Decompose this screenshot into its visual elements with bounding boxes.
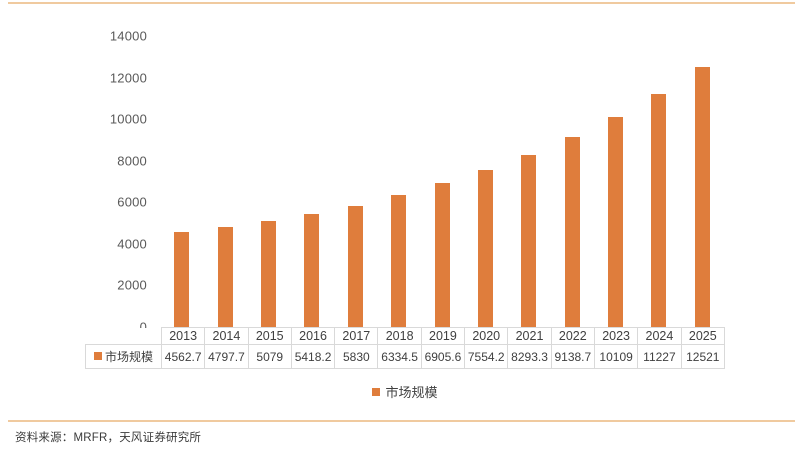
y-tick-label: 12000 bbox=[109, 70, 147, 86]
value-cell: 5830 bbox=[334, 344, 379, 369]
table-row-years: 2013 2014 2015 2016 2017 2018 2019 2020 2021 2022… bbox=[85, 327, 726, 345]
top-divider-rule bbox=[8, 2, 795, 4]
bar-2017 bbox=[347, 205, 363, 327]
series-label-cell: 市场规模 bbox=[85, 344, 162, 369]
plot-area bbox=[160, 36, 724, 327]
bar-2013 bbox=[174, 232, 190, 327]
data-table: 2013 2014 2015 2016 2017 2018 2019 2020 2021 2022… bbox=[85, 327, 726, 369]
y-axis: 0 2000 4000 6000 8000 10000 12000 14000 bbox=[90, 29, 147, 335]
year-header-cell: 2013 bbox=[160, 327, 206, 345]
legend-swatch-icon bbox=[372, 387, 381, 396]
value-cell: 6905.6 bbox=[420, 344, 466, 369]
data-table-body: 2013 2014 2015 2016 2017 2018 2019 2020 2021 2022… bbox=[85, 327, 726, 369]
value-cell: 7554.2 bbox=[464, 344, 509, 369]
value-cell: 12521 bbox=[680, 344, 726, 369]
y-tick-label: 2000 bbox=[117, 277, 147, 293]
year-header-cell: 2024 bbox=[637, 327, 682, 345]
bar-2024 bbox=[651, 93, 667, 327]
year-header-cell: 2014 bbox=[204, 327, 249, 345]
source-note: 资料来源：MRFR，天风证券研究所 bbox=[15, 432, 202, 444]
y-tick-label: 0 bbox=[90, 320, 147, 335]
bar-2016 bbox=[304, 214, 320, 327]
bar-2015 bbox=[260, 221, 276, 327]
year-header-cell: 2018 bbox=[377, 327, 422, 345]
value-cell: 5079 bbox=[247, 344, 292, 369]
year-header-cell: 2023 bbox=[593, 327, 639, 345]
y-tick-label: 10000 bbox=[109, 111, 147, 127]
value-cell: 4562.7 bbox=[160, 344, 206, 369]
bottom-divider-rule bbox=[8, 420, 795, 422]
year-header-cell: 2017 bbox=[334, 327, 379, 345]
y-tick-label: 14000 bbox=[109, 28, 147, 44]
bar-2025 bbox=[694, 66, 710, 327]
table-row-values: 市场规模 4562.7 4797.7 5079 5418.2 5830 6334.5 6905… bbox=[85, 344, 726, 369]
bar-2021 bbox=[521, 154, 537, 327]
legend-label: 市场规模 bbox=[385, 385, 438, 400]
value-cell: 6334.5 bbox=[377, 344, 422, 369]
bar-2019 bbox=[434, 183, 450, 327]
value-cell: 11227 bbox=[637, 344, 682, 369]
y-tick-label: 6000 bbox=[117, 194, 147, 210]
year-header-cell: 2025 bbox=[680, 327, 726, 345]
year-header-cell: 2015 bbox=[247, 327, 292, 345]
series-swatch-icon bbox=[93, 352, 102, 360]
value-cell: 10109 bbox=[593, 344, 639, 369]
bar-2018 bbox=[391, 195, 407, 327]
chart-legend: 市场规模 bbox=[85, 382, 725, 401]
value-cell: 4797.7 bbox=[204, 344, 249, 369]
value-cell: 5418.2 bbox=[290, 344, 336, 369]
bar-2020 bbox=[477, 169, 493, 327]
year-header-cell: 2022 bbox=[550, 327, 595, 345]
y-tick-label: 4000 bbox=[117, 236, 147, 252]
year-header-cell: 2016 bbox=[290, 327, 336, 345]
year-header-cell: 2019 bbox=[420, 327, 466, 345]
year-header-cell: 2021 bbox=[507, 327, 552, 345]
bar-2014 bbox=[217, 227, 233, 327]
y-tick-label: 8000 bbox=[117, 153, 147, 169]
bar-2022 bbox=[564, 137, 580, 327]
table-corner-cell bbox=[85, 327, 162, 345]
bar-2023 bbox=[608, 116, 624, 327]
value-cell: 8293.3 bbox=[507, 344, 552, 369]
year-header-cell: 2020 bbox=[464, 327, 509, 345]
value-cell: 9138.7 bbox=[550, 344, 595, 369]
